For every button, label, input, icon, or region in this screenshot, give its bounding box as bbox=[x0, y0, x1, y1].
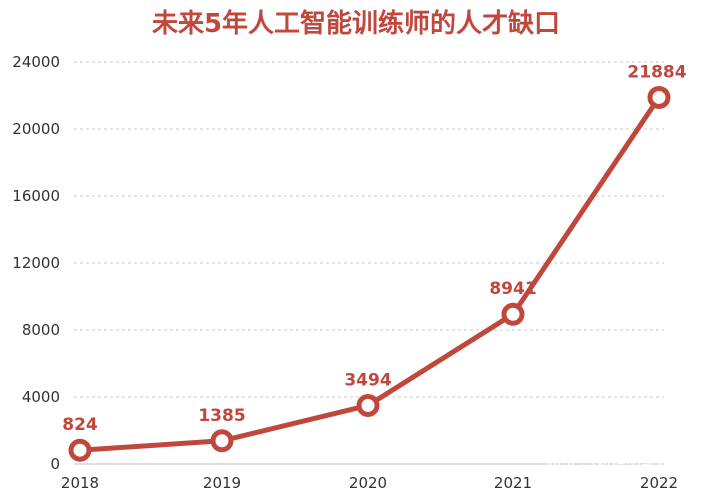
x-tick-label: 2020 bbox=[349, 474, 387, 492]
x-tick-label: 2019 bbox=[203, 474, 241, 492]
data-point bbox=[501, 302, 525, 326]
watermark: 知乎 @数据的那些事 bbox=[546, 458, 686, 476]
data-labels: 824 1385 3494 8941 21884 bbox=[62, 62, 686, 435]
data-label: 21884 bbox=[627, 62, 686, 82]
series-layer bbox=[68, 85, 671, 462]
data-point bbox=[68, 438, 92, 462]
y-tick-label: 12000 bbox=[12, 254, 60, 272]
data-label: 8941 bbox=[489, 279, 536, 299]
y-tick-label: 16000 bbox=[12, 187, 60, 205]
y-tick-label: 4000 bbox=[22, 388, 60, 406]
data-point bbox=[356, 393, 380, 417]
y-tick-label: 8000 bbox=[22, 321, 60, 339]
data-point bbox=[210, 429, 234, 453]
x-axis-ticks: 2018 2019 2020 2021 2022 bbox=[61, 474, 678, 492]
x-tick-label: 2018 bbox=[61, 474, 99, 492]
data-label: 3494 bbox=[344, 370, 391, 390]
data-point bbox=[647, 85, 671, 109]
y-tick-label: 0 bbox=[50, 455, 60, 473]
x-tick-label: 2021 bbox=[494, 474, 532, 492]
y-tick-label: 24000 bbox=[12, 53, 60, 71]
y-axis-ticks: 0 4000 8000 12000 16000 20000 24000 bbox=[12, 53, 60, 473]
data-label: 824 bbox=[62, 415, 98, 435]
x-tick-label: 2022 bbox=[640, 474, 678, 492]
data-label: 1385 bbox=[198, 406, 245, 426]
y-tick-label: 20000 bbox=[12, 120, 60, 138]
chart-title: 未来5年人工智能训练师的人才缺口 bbox=[152, 8, 560, 39]
grid-lines bbox=[74, 61, 664, 465]
